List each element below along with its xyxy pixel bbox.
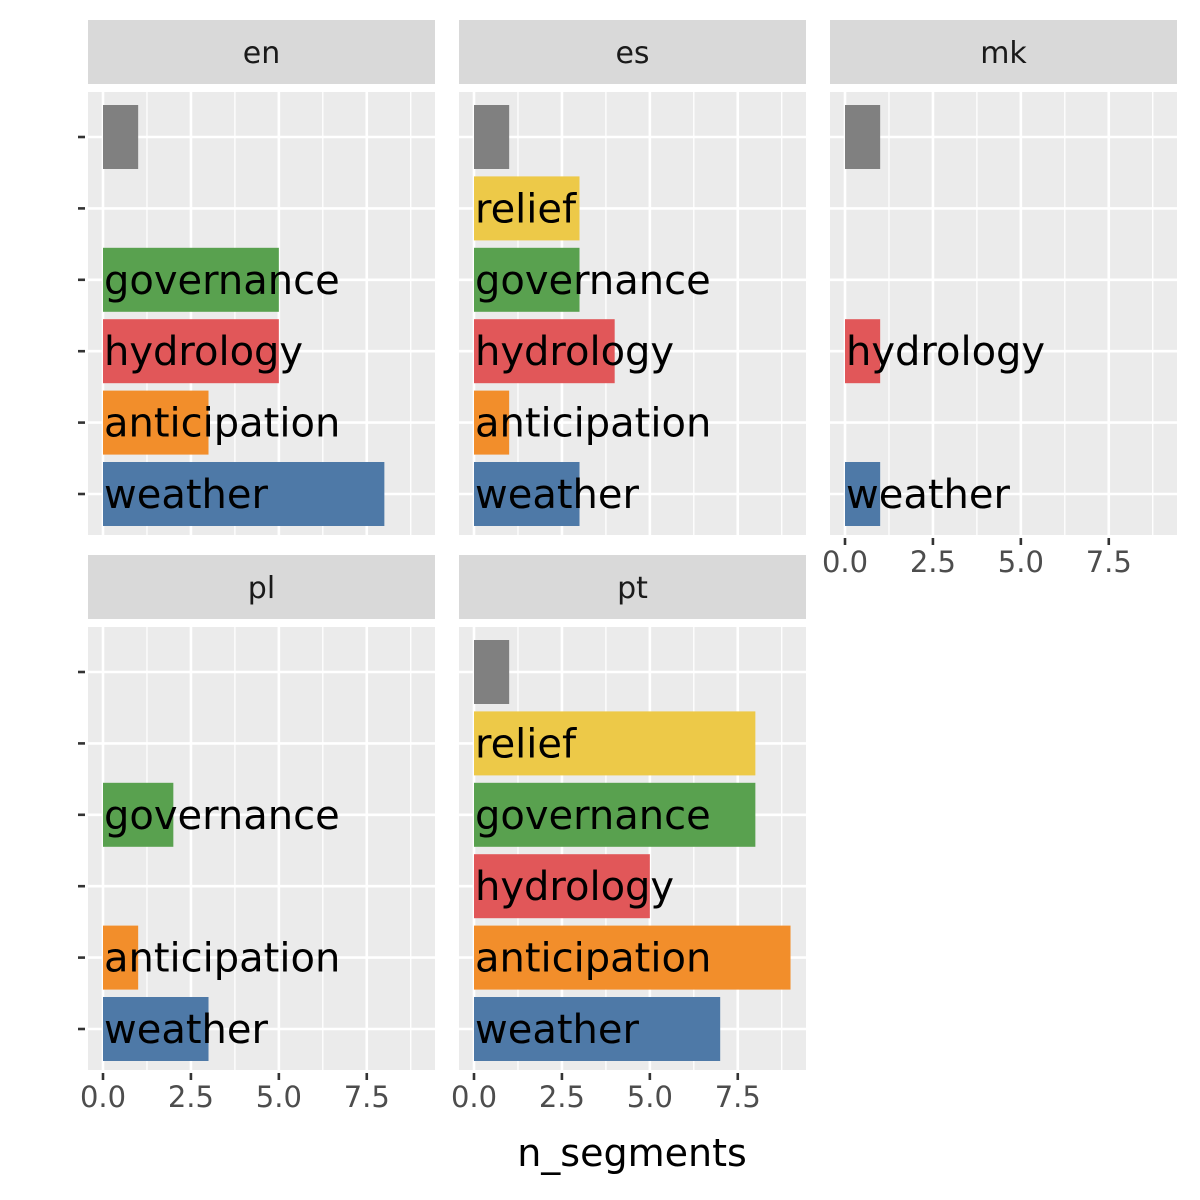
bar-governance — [103, 247, 279, 312]
x-tick-label: 5.0 — [627, 1080, 673, 1114]
bar-label-relief: relief — [475, 186, 577, 232]
bar-hydrology — [845, 319, 881, 384]
bar-governance — [103, 782, 174, 847]
bar-label-governance: governance — [475, 793, 711, 839]
facet-strip — [88, 555, 435, 619]
facet-strip-label: en — [243, 36, 280, 71]
bar-label-governance: governance — [475, 258, 711, 304]
panel-background — [830, 92, 1177, 535]
bar-relief — [474, 711, 756, 776]
x-tick-label: 2.5 — [539, 1080, 585, 1114]
x-tick-label: 5.0 — [998, 545, 1044, 579]
bar-weather — [474, 997, 721, 1061]
bar-label-relief: relief — [475, 721, 577, 767]
x-axis-title: n_segments — [517, 1131, 747, 1175]
x-tick-label: 0.0 — [451, 1080, 497, 1114]
facet-strip-label: mk — [980, 36, 1027, 71]
bar-weather — [103, 462, 385, 526]
bar-label-weather: weather — [475, 472, 639, 518]
facet-panel-mk: mk weather hydrology 0.0 2.5 5.0 7.5 — [822, 20, 1177, 579]
facet-strip — [459, 20, 806, 84]
bar-label-governance: governance — [104, 793, 340, 839]
bar-hydrology — [474, 319, 615, 384]
bar-weather — [103, 997, 209, 1061]
facet-strip-label: pl — [248, 571, 275, 606]
facet-strip-label: pt — [617, 571, 648, 606]
facet-strip — [88, 20, 435, 84]
bar-weather — [845, 462, 881, 526]
facet-strip — [830, 20, 1177, 84]
bar-unlabeled — [474, 640, 510, 704]
bar-label-weather: weather — [104, 1007, 268, 1053]
bar-governance — [474, 247, 580, 312]
facet-strip — [459, 555, 806, 619]
panel-background — [459, 627, 806, 1070]
facet-panel-es: es weather anticipation hydrology governance… — [459, 20, 806, 535]
bar-hydrology — [474, 854, 650, 919]
panel-background — [459, 92, 806, 535]
bar-anticipation — [474, 925, 791, 990]
x-tick-label: 7.5 — [344, 1080, 390, 1114]
bar-governance — [474, 782, 756, 847]
bar-label-hydrology: hydrology — [104, 329, 303, 375]
bar-hydrology — [103, 319, 279, 384]
bar-label-weather: weather — [475, 1007, 639, 1053]
panel-background — [88, 627, 435, 1070]
bar-relief — [474, 176, 580, 241]
facet-panel-pt: pt weather anticipation hydrology governance… — [451, 555, 806, 1114]
bar-label-anticipation: anticipation — [475, 401, 711, 447]
x-tick-label: 7.5 — [715, 1080, 761, 1114]
x-tick-label: 0.0 — [80, 1080, 126, 1114]
bar-unlabeled — [103, 105, 139, 169]
bar-label-anticipation: anticipation — [475, 936, 711, 982]
x-tick-label: 5.0 — [256, 1080, 302, 1114]
bar-weather — [474, 462, 580, 526]
bar-label-anticipation: anticipation — [104, 401, 340, 447]
facet-strip-label: es — [615, 36, 649, 71]
x-tick-label: 2.5 — [910, 545, 956, 579]
x-tick-label: 7.5 — [1086, 545, 1132, 579]
bar-label-hydrology: hydrology — [475, 864, 674, 910]
x-tick-label: 2.5 — [168, 1080, 214, 1114]
bar-anticipation — [103, 390, 209, 455]
bar-label-hydrology: hydrology — [846, 329, 1045, 375]
bar-unlabeled — [845, 105, 881, 169]
bar-label-weather: weather — [104, 472, 268, 518]
bar-anticipation — [103, 925, 139, 990]
bar-unlabeled — [474, 105, 510, 169]
facet-panel-en: en weather anticipation hydrology governance — [78, 20, 435, 535]
bar-label-anticipation: anticipation — [104, 936, 340, 982]
bar-label-hydrology: hydrology — [475, 329, 674, 375]
facet-panel-pl: pl weather anticipation governance 0.0 2.5 5.0… — [78, 555, 435, 1114]
bar-anticipation — [474, 390, 510, 455]
x-tick-label: 0.0 — [822, 545, 868, 579]
panel-background — [88, 92, 435, 535]
bar-label-governance: governance — [104, 258, 340, 304]
bar-label-weather: weather — [846, 472, 1010, 518]
